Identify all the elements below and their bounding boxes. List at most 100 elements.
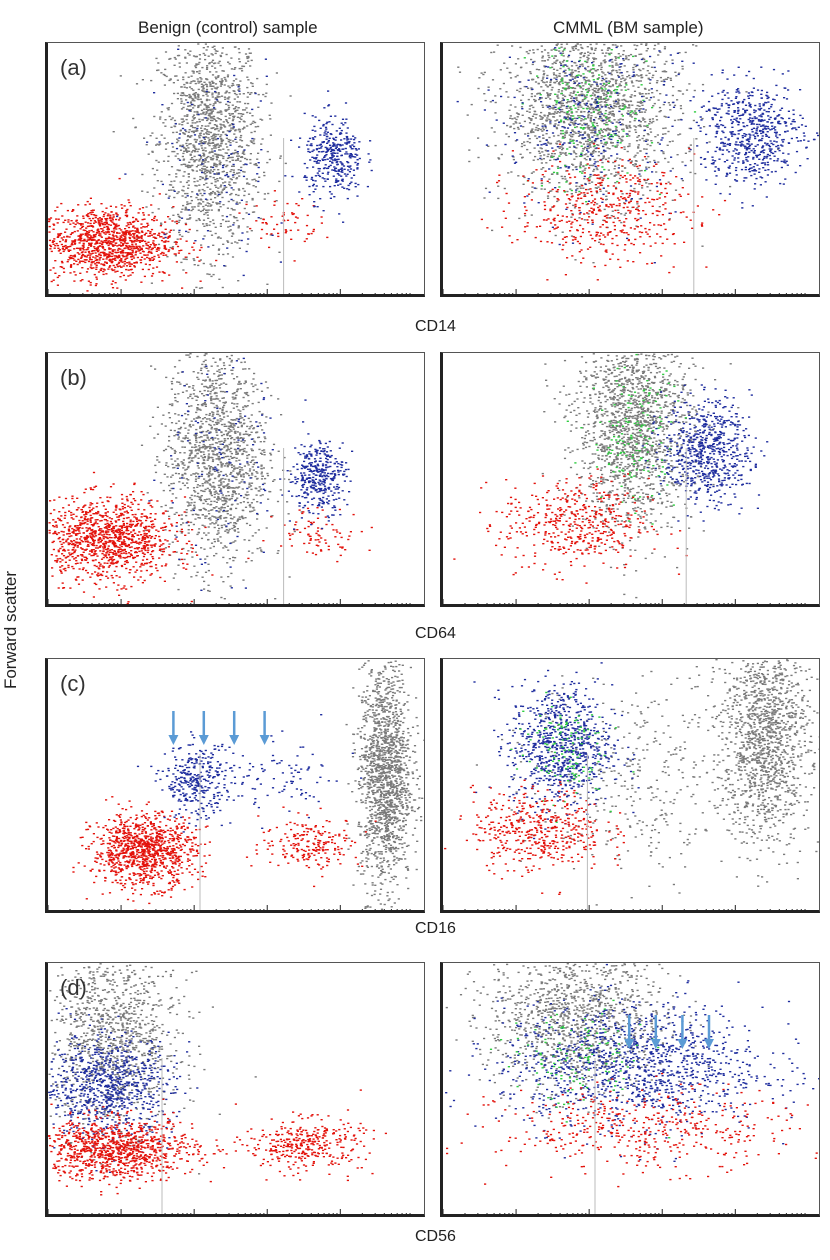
data-point bbox=[601, 75, 604, 78]
data-point bbox=[577, 83, 580, 86]
data-point bbox=[234, 138, 237, 140]
data-point bbox=[582, 187, 585, 189]
data-point bbox=[60, 243, 63, 246]
data-point bbox=[547, 52, 550, 54]
data-point bbox=[549, 84, 552, 87]
data-point bbox=[604, 84, 608, 86]
data-point bbox=[119, 248, 122, 250]
data-point bbox=[800, 124, 804, 126]
data-point bbox=[323, 134, 326, 136]
data-point bbox=[556, 172, 559, 174]
data-point bbox=[559, 67, 562, 70]
data-point bbox=[582, 128, 585, 130]
data-point bbox=[245, 144, 249, 146]
data-point bbox=[252, 140, 255, 142]
data-point bbox=[615, 99, 618, 101]
data-point bbox=[186, 122, 189, 124]
data-point bbox=[225, 186, 228, 188]
data-point bbox=[315, 148, 318, 150]
data-point bbox=[634, 131, 638, 133]
data-point bbox=[592, 65, 595, 67]
data-point bbox=[301, 198, 304, 200]
data-point bbox=[562, 94, 565, 96]
data-point bbox=[606, 128, 609, 130]
data-point bbox=[145, 244, 148, 246]
data-point bbox=[321, 172, 324, 174]
data-point bbox=[230, 153, 233, 155]
data-point bbox=[649, 144, 652, 147]
data-point bbox=[178, 66, 181, 68]
data-point bbox=[770, 106, 773, 108]
data-point bbox=[559, 101, 562, 103]
data-point bbox=[56, 236, 59, 238]
data-point bbox=[90, 242, 93, 244]
data-point bbox=[482, 73, 485, 76]
data-point bbox=[466, 114, 469, 116]
data-point bbox=[183, 146, 186, 149]
data-point bbox=[588, 80, 591, 82]
data-point bbox=[756, 89, 760, 91]
data-point bbox=[540, 162, 543, 164]
data-point bbox=[100, 236, 103, 238]
data-point bbox=[208, 193, 211, 195]
data-point bbox=[526, 148, 529, 151]
data-point bbox=[129, 248, 132, 251]
data-point bbox=[222, 188, 226, 190]
data-point bbox=[196, 78, 199, 80]
data-point bbox=[598, 131, 601, 133]
data-point bbox=[181, 121, 184, 123]
data-point bbox=[202, 163, 205, 165]
data-point bbox=[63, 271, 66, 273]
data-point bbox=[202, 84, 205, 86]
data-point bbox=[153, 173, 156, 176]
data-point bbox=[582, 55, 585, 58]
data-point bbox=[69, 233, 72, 236]
data-point bbox=[248, 183, 251, 185]
data-point bbox=[329, 164, 332, 167]
data-point bbox=[602, 60, 605, 62]
data-point bbox=[521, 157, 524, 159]
data-point bbox=[118, 244, 121, 246]
data-point bbox=[143, 137, 146, 139]
data-point bbox=[258, 176, 261, 178]
data-point bbox=[203, 213, 206, 216]
data-point bbox=[604, 88, 607, 90]
data-point bbox=[105, 258, 108, 260]
data-point bbox=[565, 60, 568, 62]
data-point bbox=[158, 193, 161, 195]
data-point bbox=[762, 152, 765, 154]
data-point bbox=[589, 117, 593, 119]
data-point bbox=[202, 201, 205, 203]
data-point bbox=[559, 132, 563, 135]
data-point bbox=[718, 147, 722, 149]
data-point bbox=[649, 189, 652, 192]
data-point bbox=[239, 160, 242, 162]
data-point bbox=[174, 255, 177, 257]
data-point bbox=[122, 232, 125, 234]
data-point bbox=[602, 72, 605, 74]
data-point bbox=[127, 269, 130, 271]
data-point bbox=[312, 166, 315, 168]
data-point bbox=[70, 257, 73, 259]
data-point bbox=[556, 43, 559, 45]
data-point bbox=[208, 122, 211, 125]
data-point bbox=[607, 71, 610, 73]
data-point bbox=[650, 140, 653, 142]
data-point bbox=[168, 58, 171, 60]
data-point bbox=[602, 157, 605, 160]
data-point bbox=[218, 278, 221, 280]
data-point bbox=[541, 78, 545, 80]
data-point bbox=[205, 224, 208, 227]
data-point bbox=[346, 173, 349, 175]
data-point bbox=[573, 207, 577, 209]
data-point bbox=[573, 158, 576, 160]
data-point bbox=[323, 178, 326, 180]
data-point bbox=[628, 145, 631, 147]
data-point bbox=[573, 90, 576, 93]
data-point bbox=[755, 177, 758, 180]
data-point bbox=[591, 181, 594, 183]
data-point bbox=[70, 220, 73, 222]
data-point bbox=[331, 156, 334, 158]
data-point bbox=[163, 246, 166, 248]
data-point bbox=[200, 142, 203, 145]
